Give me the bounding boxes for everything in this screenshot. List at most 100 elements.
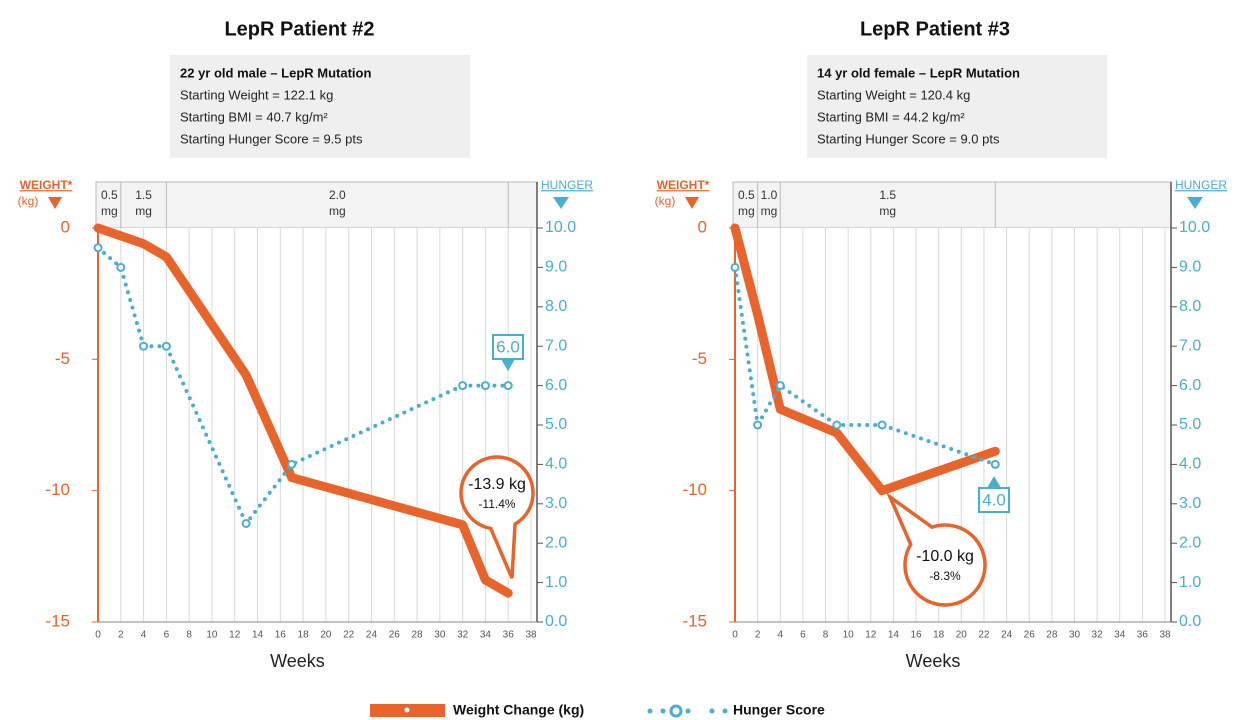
legend-hunger-dot (685, 708, 691, 714)
legend-hunger-dot (660, 708, 666, 714)
callout-value: -13.9 kg (468, 476, 526, 493)
x-tick-label: 24 (366, 630, 378, 641)
info-line: Starting Hunger Score = 9.5 pts (180, 131, 363, 146)
hunger-point (93, 243, 103, 253)
x-tick-label: 14 (888, 630, 900, 641)
dose-label: 1.0 (761, 188, 778, 202)
x-tick-label: 38 (525, 630, 537, 641)
dose-label: mg (329, 204, 346, 218)
y2-tick-label: 0.0 (545, 613, 567, 630)
y2-tick-label: 3.0 (1179, 495, 1201, 512)
y2-tick-label: 7.0 (1179, 337, 1201, 354)
callout-percent: -11.4% (478, 497, 515, 511)
y-tick-label: 0 (698, 217, 707, 236)
y2-tick-label: 6.0 (545, 377, 567, 394)
dose-label: mg (135, 204, 152, 218)
x-tick-label: 32 (1092, 630, 1104, 641)
y2-tick-label: 3.0 (545, 495, 567, 512)
legend-label: Hunger Score (733, 702, 825, 718)
x-tick-label: 28 (411, 630, 423, 641)
x-tick-label: 22 (343, 630, 355, 641)
hunger-point (990, 459, 1000, 469)
dose-label: 0.5 (738, 188, 755, 202)
x-tick-label: 12 (229, 630, 241, 641)
x-tick-label: 14 (252, 630, 264, 641)
x-tick-label: 26 (1024, 630, 1036, 641)
hunger-point (480, 381, 490, 391)
hunger-label: 4.0 (982, 490, 1006, 509)
callout-value: -10.0 kg (916, 548, 974, 565)
y-axis-unit: (kg) (655, 194, 676, 208)
legend-hunger-marker (669, 704, 683, 718)
y-axis-label: WEIGHT* (20, 178, 73, 192)
hunger-point (287, 459, 297, 469)
y2-tick-label: 6.0 (1179, 377, 1201, 394)
callout-bubble (459, 455, 535, 579)
dose-label: mg (761, 204, 778, 218)
info-line: Starting BMI = 44.2 kg/m² (817, 109, 965, 124)
x-tick-label: 6 (164, 630, 170, 641)
hunger-label: 6.0 (496, 337, 520, 356)
dose-row (732, 181, 1172, 229)
info-line: Starting Weight = 120.4 kg (817, 87, 970, 102)
x-tick-label: 36 (503, 630, 515, 641)
x-tick-label: 0 (732, 630, 738, 641)
dose-label: mg (101, 204, 118, 218)
dose-label: mg (879, 204, 896, 218)
y-tick-label: -5 (55, 349, 70, 368)
x-tick-label: 28 (1046, 630, 1058, 641)
x-tick-label: 32 (457, 630, 469, 641)
weight-line (93, 223, 513, 598)
hunger-point (241, 519, 251, 528)
hunger-label-box (978, 487, 1010, 513)
hunger-point (503, 381, 513, 391)
x-tick-label: 38 (1159, 630, 1171, 641)
callout-percent: -8.3% (929, 569, 961, 583)
y2-tick-label: 4.0 (545, 456, 567, 473)
info-line: Starting Hunger Score = 9.0 pts (817, 131, 1000, 146)
plot-area (96, 228, 537, 622)
x-tick-label: 22 (978, 630, 990, 641)
dose-label: 1.5 (879, 188, 896, 202)
hunger-point (832, 420, 842, 430)
hunger-point (458, 381, 468, 391)
y-tick-label: -10 (682, 480, 707, 499)
y2-tick-label: 8.0 (1179, 298, 1201, 315)
x-tick-label: 34 (1114, 630, 1126, 641)
y2-tick-label: 2.0 (1179, 534, 1201, 551)
y2-tick-label: 1.0 (1179, 574, 1201, 591)
y2-axis-arrow (1187, 197, 1203, 209)
info-line: Starting BMI = 40.7 kg/m² (180, 109, 328, 124)
y2-tick-label: 5.0 (545, 416, 567, 433)
hunger-point (775, 381, 785, 391)
x-tick-label: 4 (141, 630, 147, 641)
x-tick-label: 4 (777, 630, 783, 641)
y2-tick-label: 8.0 (545, 298, 567, 315)
x-tick-label: 30 (434, 630, 446, 641)
x-axis-label: Weeks (906, 651, 961, 671)
x-tick-label: 26 (389, 630, 401, 641)
x-tick-label: 34 (480, 630, 492, 641)
hunger-label-pointer (987, 476, 1001, 488)
x-tick-label: 10 (843, 630, 855, 641)
x-tick-label: 16 (910, 630, 922, 641)
info-heading: 22 yr old male – LepR Mutation (180, 65, 371, 80)
y2-tick-label: 9.0 (545, 259, 567, 276)
y-axis-unit: (kg) (18, 194, 39, 208)
y2-tick-label: 5.0 (1179, 416, 1201, 433)
dose-label: 1.5 (135, 188, 152, 202)
hunger-point (877, 420, 887, 430)
y2-tick-label: 7.0 (545, 337, 567, 354)
x-tick-label: 16 (275, 630, 287, 641)
dose-label: 0.5 (101, 188, 118, 202)
x-tick-label: 12 (865, 630, 877, 641)
hunger-point (116, 262, 126, 272)
legend-weight-marker (404, 707, 410, 713)
y-axis-arrow (48, 197, 62, 209)
x-tick-label: 8 (186, 630, 192, 641)
callout-bubble (885, 491, 987, 607)
y2-tick-label: 9.0 (1179, 259, 1201, 276)
x-axis-label: Weeks (270, 651, 325, 671)
